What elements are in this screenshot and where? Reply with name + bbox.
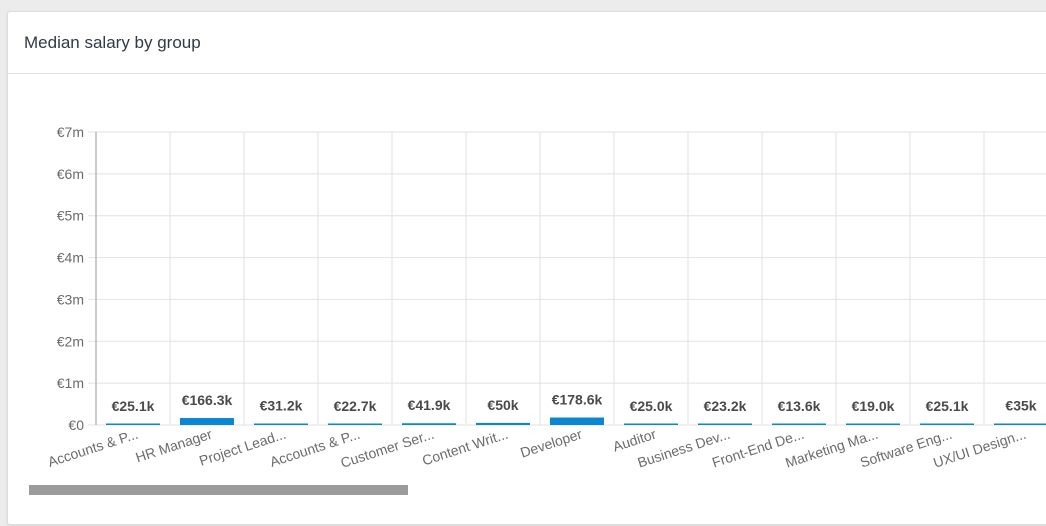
bar[interactable] xyxy=(550,417,604,425)
data-label: €41.9k xyxy=(408,397,451,413)
data-label: €19.0k xyxy=(852,398,895,414)
x-tick-label: Accounts & P... xyxy=(46,426,140,470)
data-label: €50k xyxy=(487,397,518,413)
data-label: €31.2k xyxy=(260,398,303,414)
bar[interactable] xyxy=(624,423,678,426)
y-tick-label: €4m xyxy=(57,250,84,266)
x-tick-label: Developer xyxy=(518,426,584,461)
y-tick-label: €1m xyxy=(57,375,84,391)
bar[interactable] xyxy=(402,423,456,425)
y-tick-label: €5m xyxy=(57,208,84,224)
bar-chart: €0 €1m €2m €3m €4m €5m €6m €7m €25.1k Accounts & … xyxy=(29,124,1046,495)
chart-card: Median salary by group €0 €1m €2m €3m €4m €5m… xyxy=(7,11,1046,525)
data-label: €25.1k xyxy=(926,398,969,414)
bar[interactable] xyxy=(180,418,234,425)
data-label: €25.0k xyxy=(630,398,673,414)
data-label: €13.6k xyxy=(778,398,821,414)
bar[interactable] xyxy=(772,423,826,426)
chart-title: Median salary by group xyxy=(24,32,201,52)
y-tick-label: €6m xyxy=(57,166,84,182)
y-tick-label: €3m xyxy=(57,291,84,307)
data-label: €178.6k xyxy=(552,392,603,408)
bar[interactable] xyxy=(846,423,900,426)
card-header: Median salary by group xyxy=(8,12,1046,74)
bar[interactable] xyxy=(698,423,752,426)
data-label: €22.7k xyxy=(334,398,377,414)
y-tick-label: €2m xyxy=(57,333,84,349)
bar[interactable] xyxy=(994,423,1046,426)
y-tick-label: €7m xyxy=(57,124,84,140)
bar[interactable] xyxy=(328,423,382,426)
bar[interactable] xyxy=(476,422,530,425)
bar[interactable] xyxy=(254,423,308,426)
data-label: €35k xyxy=(1005,398,1036,414)
horizontal-scrollbar[interactable] xyxy=(29,485,408,495)
bar[interactable] xyxy=(920,423,974,426)
data-label: €166.3k xyxy=(182,392,233,408)
x-tick-label: Content Writ... xyxy=(420,426,510,469)
bar[interactable] xyxy=(106,423,160,426)
y-tick-label: €0 xyxy=(68,417,84,433)
data-label: €25.1k xyxy=(112,398,155,414)
data-label: €23.2k xyxy=(704,398,747,414)
